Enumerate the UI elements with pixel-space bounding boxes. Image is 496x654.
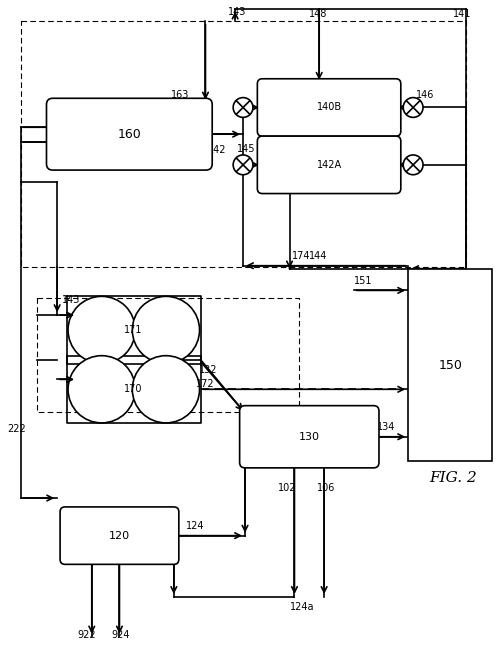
Text: 106: 106 bbox=[317, 483, 336, 493]
Text: FIG. 2: FIG. 2 bbox=[429, 472, 477, 485]
Circle shape bbox=[403, 155, 423, 175]
Text: 151: 151 bbox=[354, 275, 372, 286]
Text: 163: 163 bbox=[171, 90, 189, 99]
FancyBboxPatch shape bbox=[257, 136, 401, 194]
Text: 142A: 142A bbox=[316, 160, 342, 170]
Circle shape bbox=[68, 296, 135, 364]
Text: 142: 142 bbox=[207, 145, 226, 155]
Text: 148: 148 bbox=[310, 9, 328, 18]
Text: 924: 924 bbox=[112, 630, 130, 640]
Text: 124a: 124a bbox=[290, 602, 314, 612]
Text: 146: 146 bbox=[416, 90, 434, 99]
Text: 143: 143 bbox=[228, 7, 247, 16]
Text: 222: 222 bbox=[8, 424, 26, 434]
Bar bbox=[408, 269, 492, 462]
Circle shape bbox=[132, 356, 199, 423]
Text: 140B: 140B bbox=[316, 103, 342, 112]
FancyBboxPatch shape bbox=[257, 78, 401, 136]
Text: 124: 124 bbox=[186, 521, 204, 531]
Text: 130: 130 bbox=[299, 432, 320, 441]
Text: 144: 144 bbox=[310, 250, 328, 261]
Circle shape bbox=[68, 356, 135, 423]
Text: 922: 922 bbox=[77, 630, 96, 640]
FancyBboxPatch shape bbox=[240, 405, 379, 468]
Text: 134: 134 bbox=[376, 422, 395, 432]
Text: 102: 102 bbox=[278, 483, 296, 493]
Circle shape bbox=[403, 97, 423, 117]
Text: 150: 150 bbox=[438, 358, 462, 371]
Text: 141: 141 bbox=[453, 9, 471, 18]
Text: 120: 120 bbox=[109, 530, 130, 541]
Text: 171: 171 bbox=[124, 325, 142, 335]
Text: 174: 174 bbox=[292, 250, 310, 261]
Circle shape bbox=[233, 97, 253, 117]
Circle shape bbox=[132, 296, 199, 364]
Text: 132: 132 bbox=[198, 364, 217, 375]
Text: 172: 172 bbox=[196, 379, 215, 389]
Circle shape bbox=[233, 155, 253, 175]
Text: 143: 143 bbox=[62, 296, 80, 305]
Text: 145: 145 bbox=[237, 144, 255, 154]
FancyBboxPatch shape bbox=[47, 98, 212, 170]
Text: 170: 170 bbox=[124, 385, 142, 394]
Text: 160: 160 bbox=[118, 128, 141, 141]
FancyBboxPatch shape bbox=[60, 507, 179, 564]
